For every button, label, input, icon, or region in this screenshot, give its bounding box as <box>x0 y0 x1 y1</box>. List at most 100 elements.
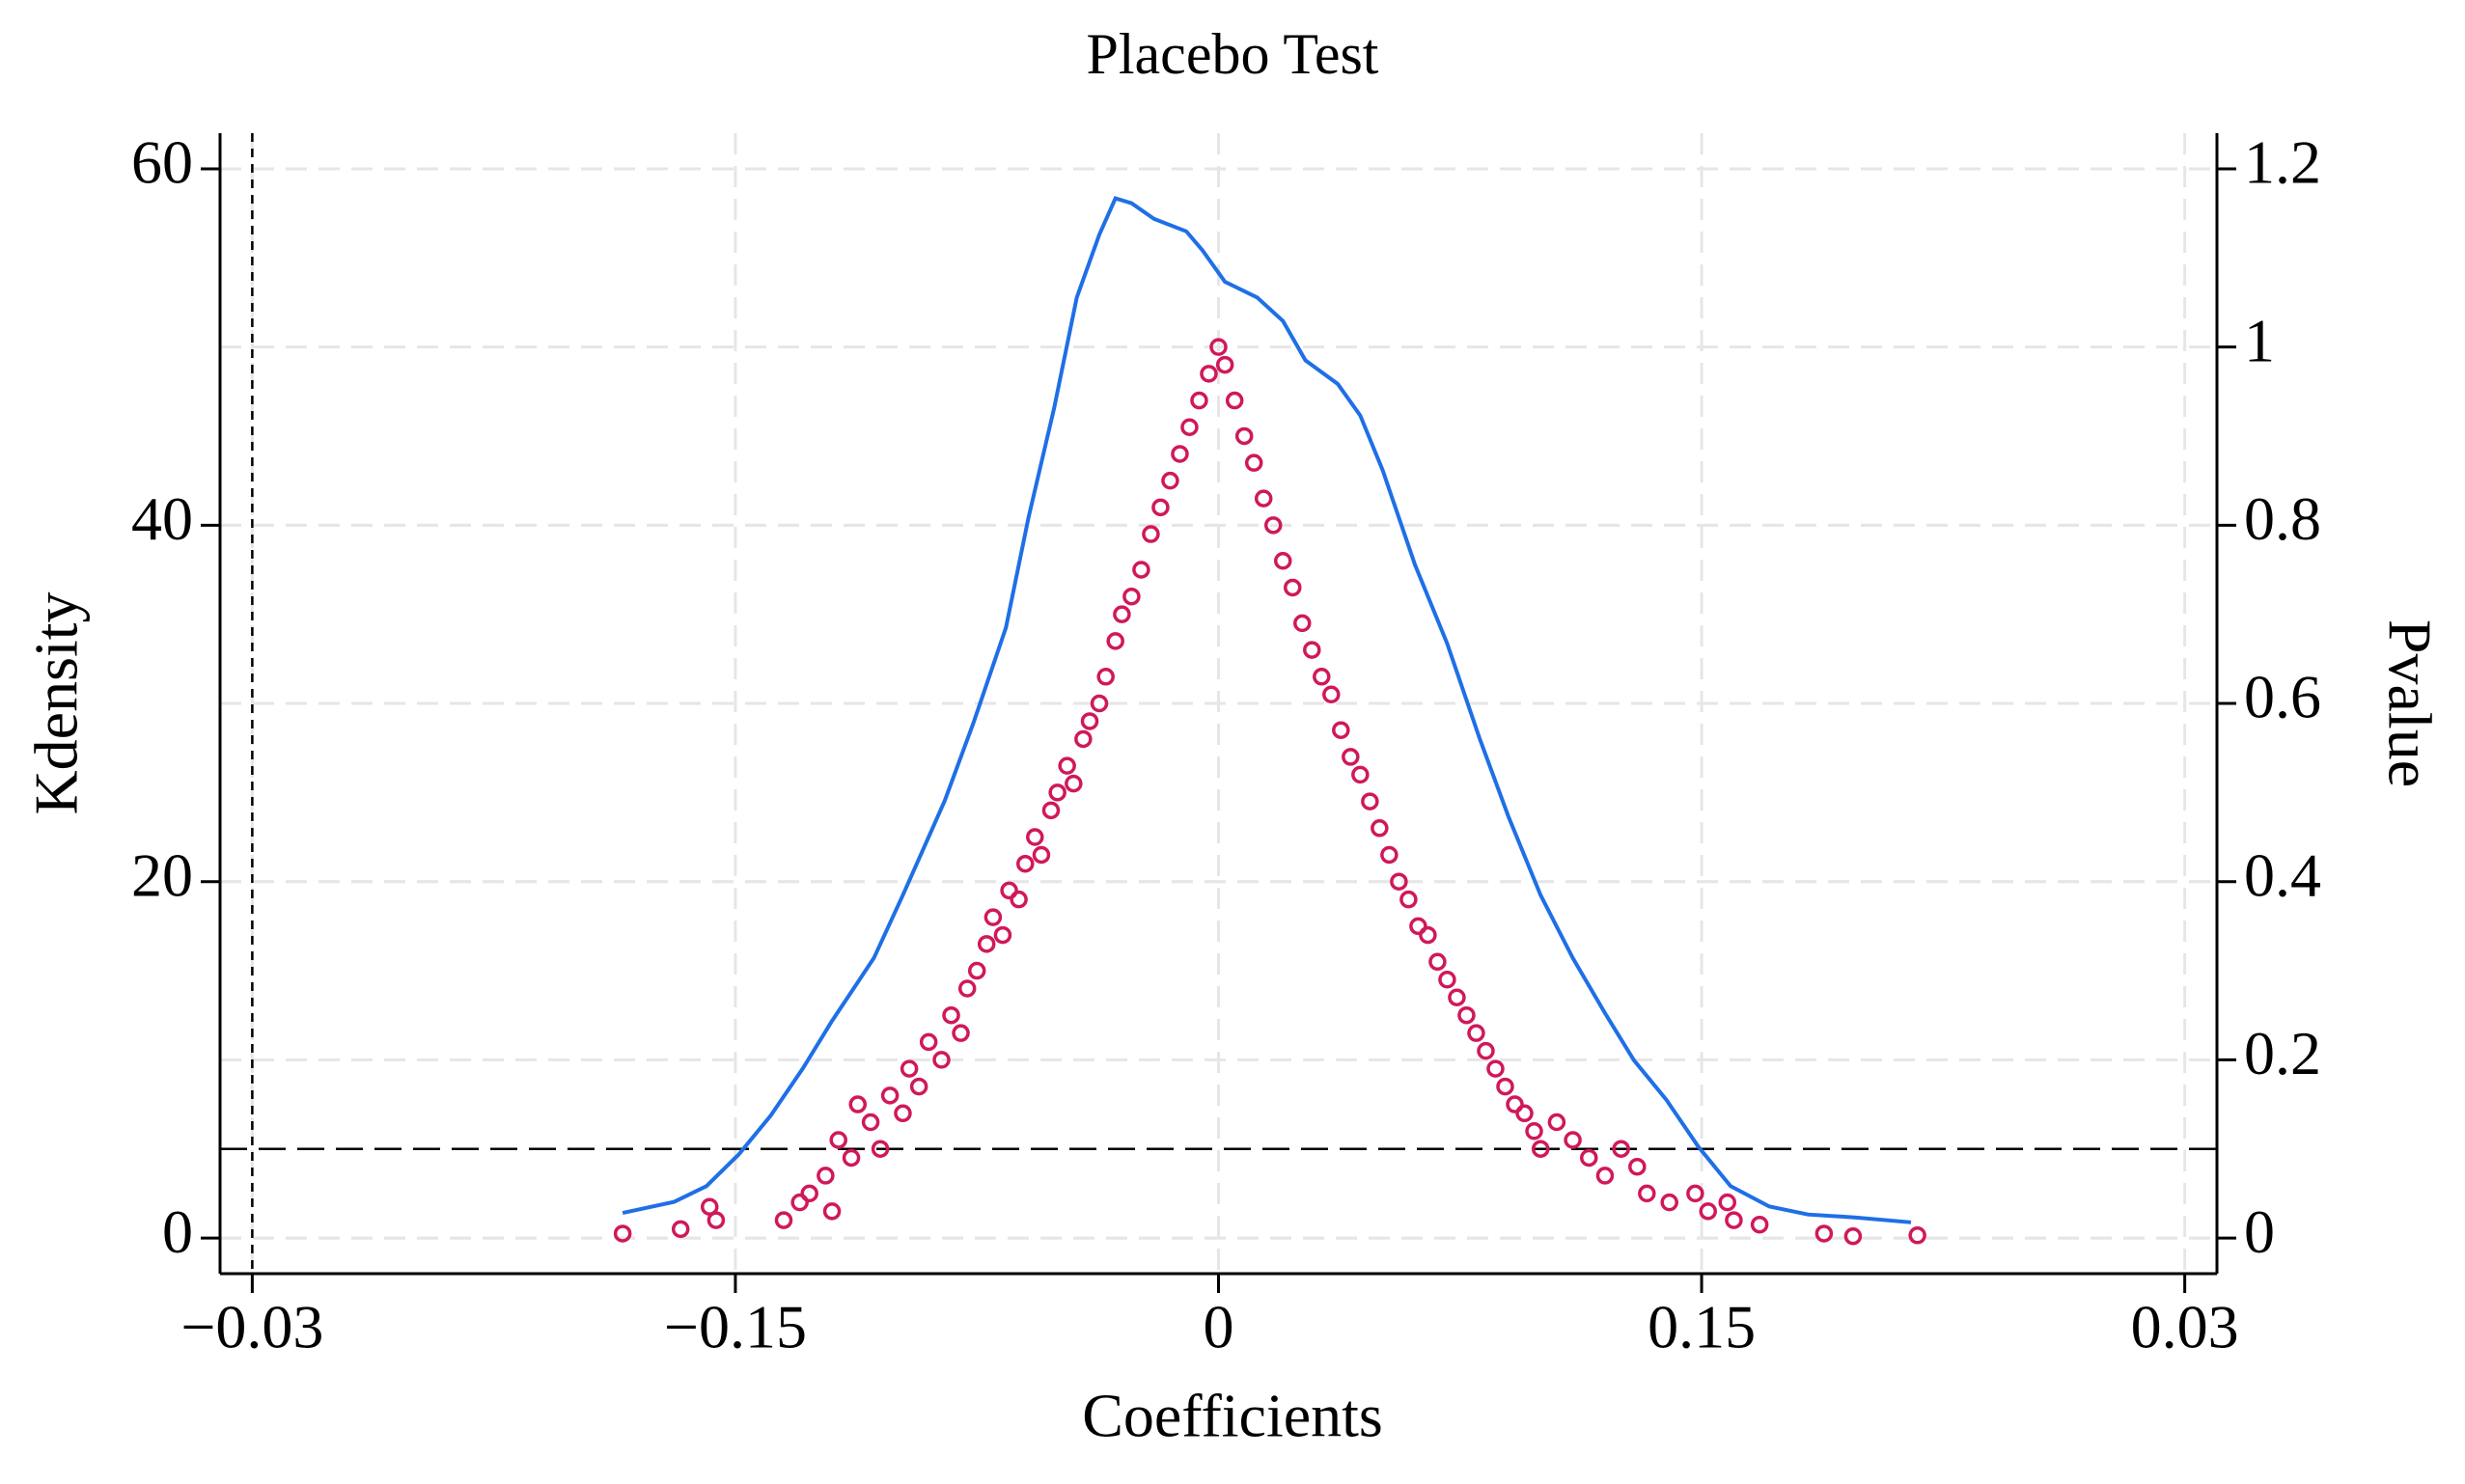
scatter-point <box>1132 561 1150 579</box>
scatter-point <box>1171 445 1189 463</box>
scatter-point <box>1390 872 1408 891</box>
x-tick-label: −0.03 <box>180 1293 323 1361</box>
scatter-point <box>880 1086 900 1105</box>
scatter-point <box>942 1005 960 1025</box>
y2-tick-label: 0.2 <box>2244 1019 2321 1087</box>
scatter-point <box>1638 1184 1656 1203</box>
scatter-point <box>1371 819 1389 838</box>
scatter-point <box>774 1211 793 1229</box>
scatter-point <box>1506 1095 1524 1113</box>
density-line <box>622 196 1912 1224</box>
scatter-point <box>1496 1077 1514 1096</box>
scatter-point <box>1515 1104 1534 1123</box>
scatter-point <box>1234 426 1254 446</box>
scatter-point <box>1200 365 1218 383</box>
scatter-point <box>671 1220 690 1239</box>
scatter-point <box>1322 685 1341 704</box>
scatter-point <box>1293 614 1312 633</box>
scatter-point <box>1058 756 1076 775</box>
x-tick-label: 0.15 <box>1648 1293 1756 1361</box>
y2-tick-label: 0.6 <box>2244 663 2321 731</box>
scatter-point <box>1074 729 1093 749</box>
scatter-point <box>1225 391 1244 410</box>
scatter-point <box>1032 845 1051 865</box>
scatter-point <box>1342 748 1360 766</box>
scatter-point <box>1718 1193 1737 1212</box>
scatter-point <box>1096 668 1115 686</box>
scatter-point <box>932 1051 951 1069</box>
scatter-point <box>1438 971 1456 989</box>
scatter-point <box>1428 952 1447 972</box>
scatter-point <box>1699 1202 1717 1221</box>
scatter-point <box>1725 1211 1743 1229</box>
y-tick-label: 20 <box>131 840 193 909</box>
y-axis-label: Kdensity <box>22 591 91 814</box>
scatter-point <box>1580 1148 1598 1168</box>
scatter-point <box>1244 453 1263 472</box>
y2-tick-label: 1.2 <box>2244 128 2321 197</box>
x-tick-label: −0.15 <box>664 1293 807 1361</box>
scatter-point <box>1113 605 1131 623</box>
scatter-point <box>1106 632 1124 650</box>
scatter-point <box>1303 641 1321 659</box>
scatter-point <box>1151 498 1170 517</box>
scatter-point <box>1161 471 1179 490</box>
scatter-point <box>967 961 986 980</box>
scatter-point <box>1531 1140 1550 1158</box>
scatter-point <box>1628 1157 1647 1176</box>
scatter-point <box>817 1167 835 1185</box>
y2-tick-label: 1 <box>2244 306 2275 374</box>
scatter-point <box>1041 801 1061 820</box>
scatter-point <box>1750 1215 1769 1234</box>
scatter-point <box>1457 1005 1476 1025</box>
scatter-point <box>822 1202 842 1221</box>
y-tick-label: 0 <box>162 1197 193 1266</box>
scatter-point <box>842 1148 861 1168</box>
scatter-point <box>1477 1041 1495 1060</box>
chart-title: Placebo Test <box>1087 22 1379 86</box>
scatter-point <box>1467 1024 1485 1042</box>
scatter-point <box>1273 552 1292 570</box>
scatter-point <box>993 925 1012 945</box>
scatter-point <box>1080 712 1099 730</box>
scatter-point <box>1399 890 1418 909</box>
scatter-point <box>1000 881 1018 900</box>
scatter-point <box>1010 890 1028 909</box>
scatter-point <box>1448 988 1466 1006</box>
scatter-point <box>1409 917 1427 936</box>
scatter-point <box>1142 525 1160 543</box>
scatter-point <box>909 1077 928 1096</box>
scatter-point <box>1090 694 1109 713</box>
scatter-point <box>1595 1167 1615 1185</box>
y2-tick-label: 0 <box>2244 1197 2275 1266</box>
scatter-point <box>706 1211 726 1229</box>
scatter-point <box>1908 1226 1926 1245</box>
y2-tick-label: 0.4 <box>2244 840 2321 909</box>
scatter-point <box>613 1224 632 1243</box>
scatter-point <box>829 1131 847 1149</box>
x-tick-label: 0 <box>1204 1293 1234 1361</box>
scatter-point <box>977 935 996 953</box>
scatter-point <box>861 1113 880 1132</box>
scatter-point <box>1843 1226 1863 1246</box>
scatter-point <box>1048 783 1066 802</box>
scatter-point <box>1332 721 1350 739</box>
scatter-point <box>1065 774 1083 793</box>
scatter-point <box>1180 418 1199 436</box>
scatter-point <box>1361 792 1379 811</box>
scatter-point <box>1254 489 1273 508</box>
scatter-point <box>1190 391 1208 410</box>
scatter-point <box>1547 1113 1566 1132</box>
scatter-point <box>919 1032 938 1052</box>
scatter-point <box>1612 1140 1630 1158</box>
scatter-point <box>1686 1184 1704 1203</box>
scatter-point <box>894 1104 912 1123</box>
scatter-point <box>848 1095 867 1113</box>
scatter-point <box>800 1184 818 1203</box>
scatter-point <box>900 1059 919 1078</box>
scatter-point <box>1419 925 1437 945</box>
y-tick-label: 60 <box>131 128 193 197</box>
y2-tick-label: 0.8 <box>2244 484 2321 553</box>
